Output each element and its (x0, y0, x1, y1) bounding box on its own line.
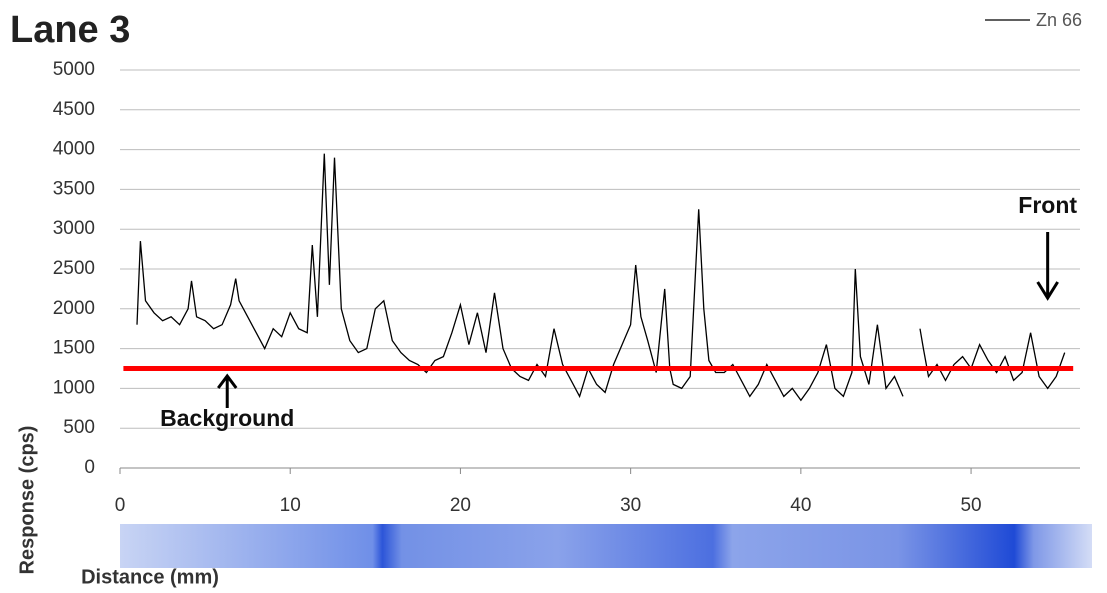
y-axis-title: Response (cps) (16, 426, 38, 575)
y-tick-label: 500 (63, 417, 95, 438)
y-tick-label: 1000 (53, 377, 95, 398)
annotation: Front (1018, 192, 1077, 218)
gel-strip (120, 524, 1092, 568)
y-tick-label: 4500 (53, 99, 95, 120)
y-tick-label: 1500 (53, 338, 95, 359)
x-tick-label: 50 (960, 495, 981, 516)
arrow (1038, 232, 1058, 298)
x-tick-label: 30 (620, 495, 641, 516)
x-tick-label: 20 (450, 495, 471, 516)
y-tick-label: 2000 (53, 298, 95, 319)
y-tick-label: 3000 (53, 218, 95, 239)
data-line (137, 154, 1065, 401)
x-tick-label: 10 (280, 495, 301, 516)
y-tick-label: 0 (84, 457, 95, 478)
x-tick-label: 0 (115, 495, 126, 516)
annotation: Background (160, 405, 294, 431)
x-tick-label: 40 (790, 495, 811, 516)
y-tick-label: 2500 (53, 258, 95, 279)
y-tick-label: 3500 (53, 178, 95, 199)
x-axis-title: Distance (mm) (81, 566, 219, 588)
legend-label: Zn 66 (1036, 10, 1082, 30)
chart: Lane 3 Response (cps) Distance (mm) 0500… (0, 0, 1107, 588)
y-tick-label: 5000 (53, 59, 95, 80)
chart-title: Lane 3 (10, 9, 130, 51)
y-tick-label: 4000 (53, 139, 95, 160)
arrow (218, 376, 236, 408)
